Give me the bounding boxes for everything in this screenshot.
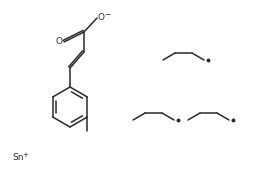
Text: Sn: Sn	[12, 153, 24, 163]
Text: O: O	[98, 12, 105, 22]
Text: −: −	[104, 10, 110, 20]
Text: O: O	[55, 37, 62, 47]
Text: +: +	[22, 152, 28, 158]
